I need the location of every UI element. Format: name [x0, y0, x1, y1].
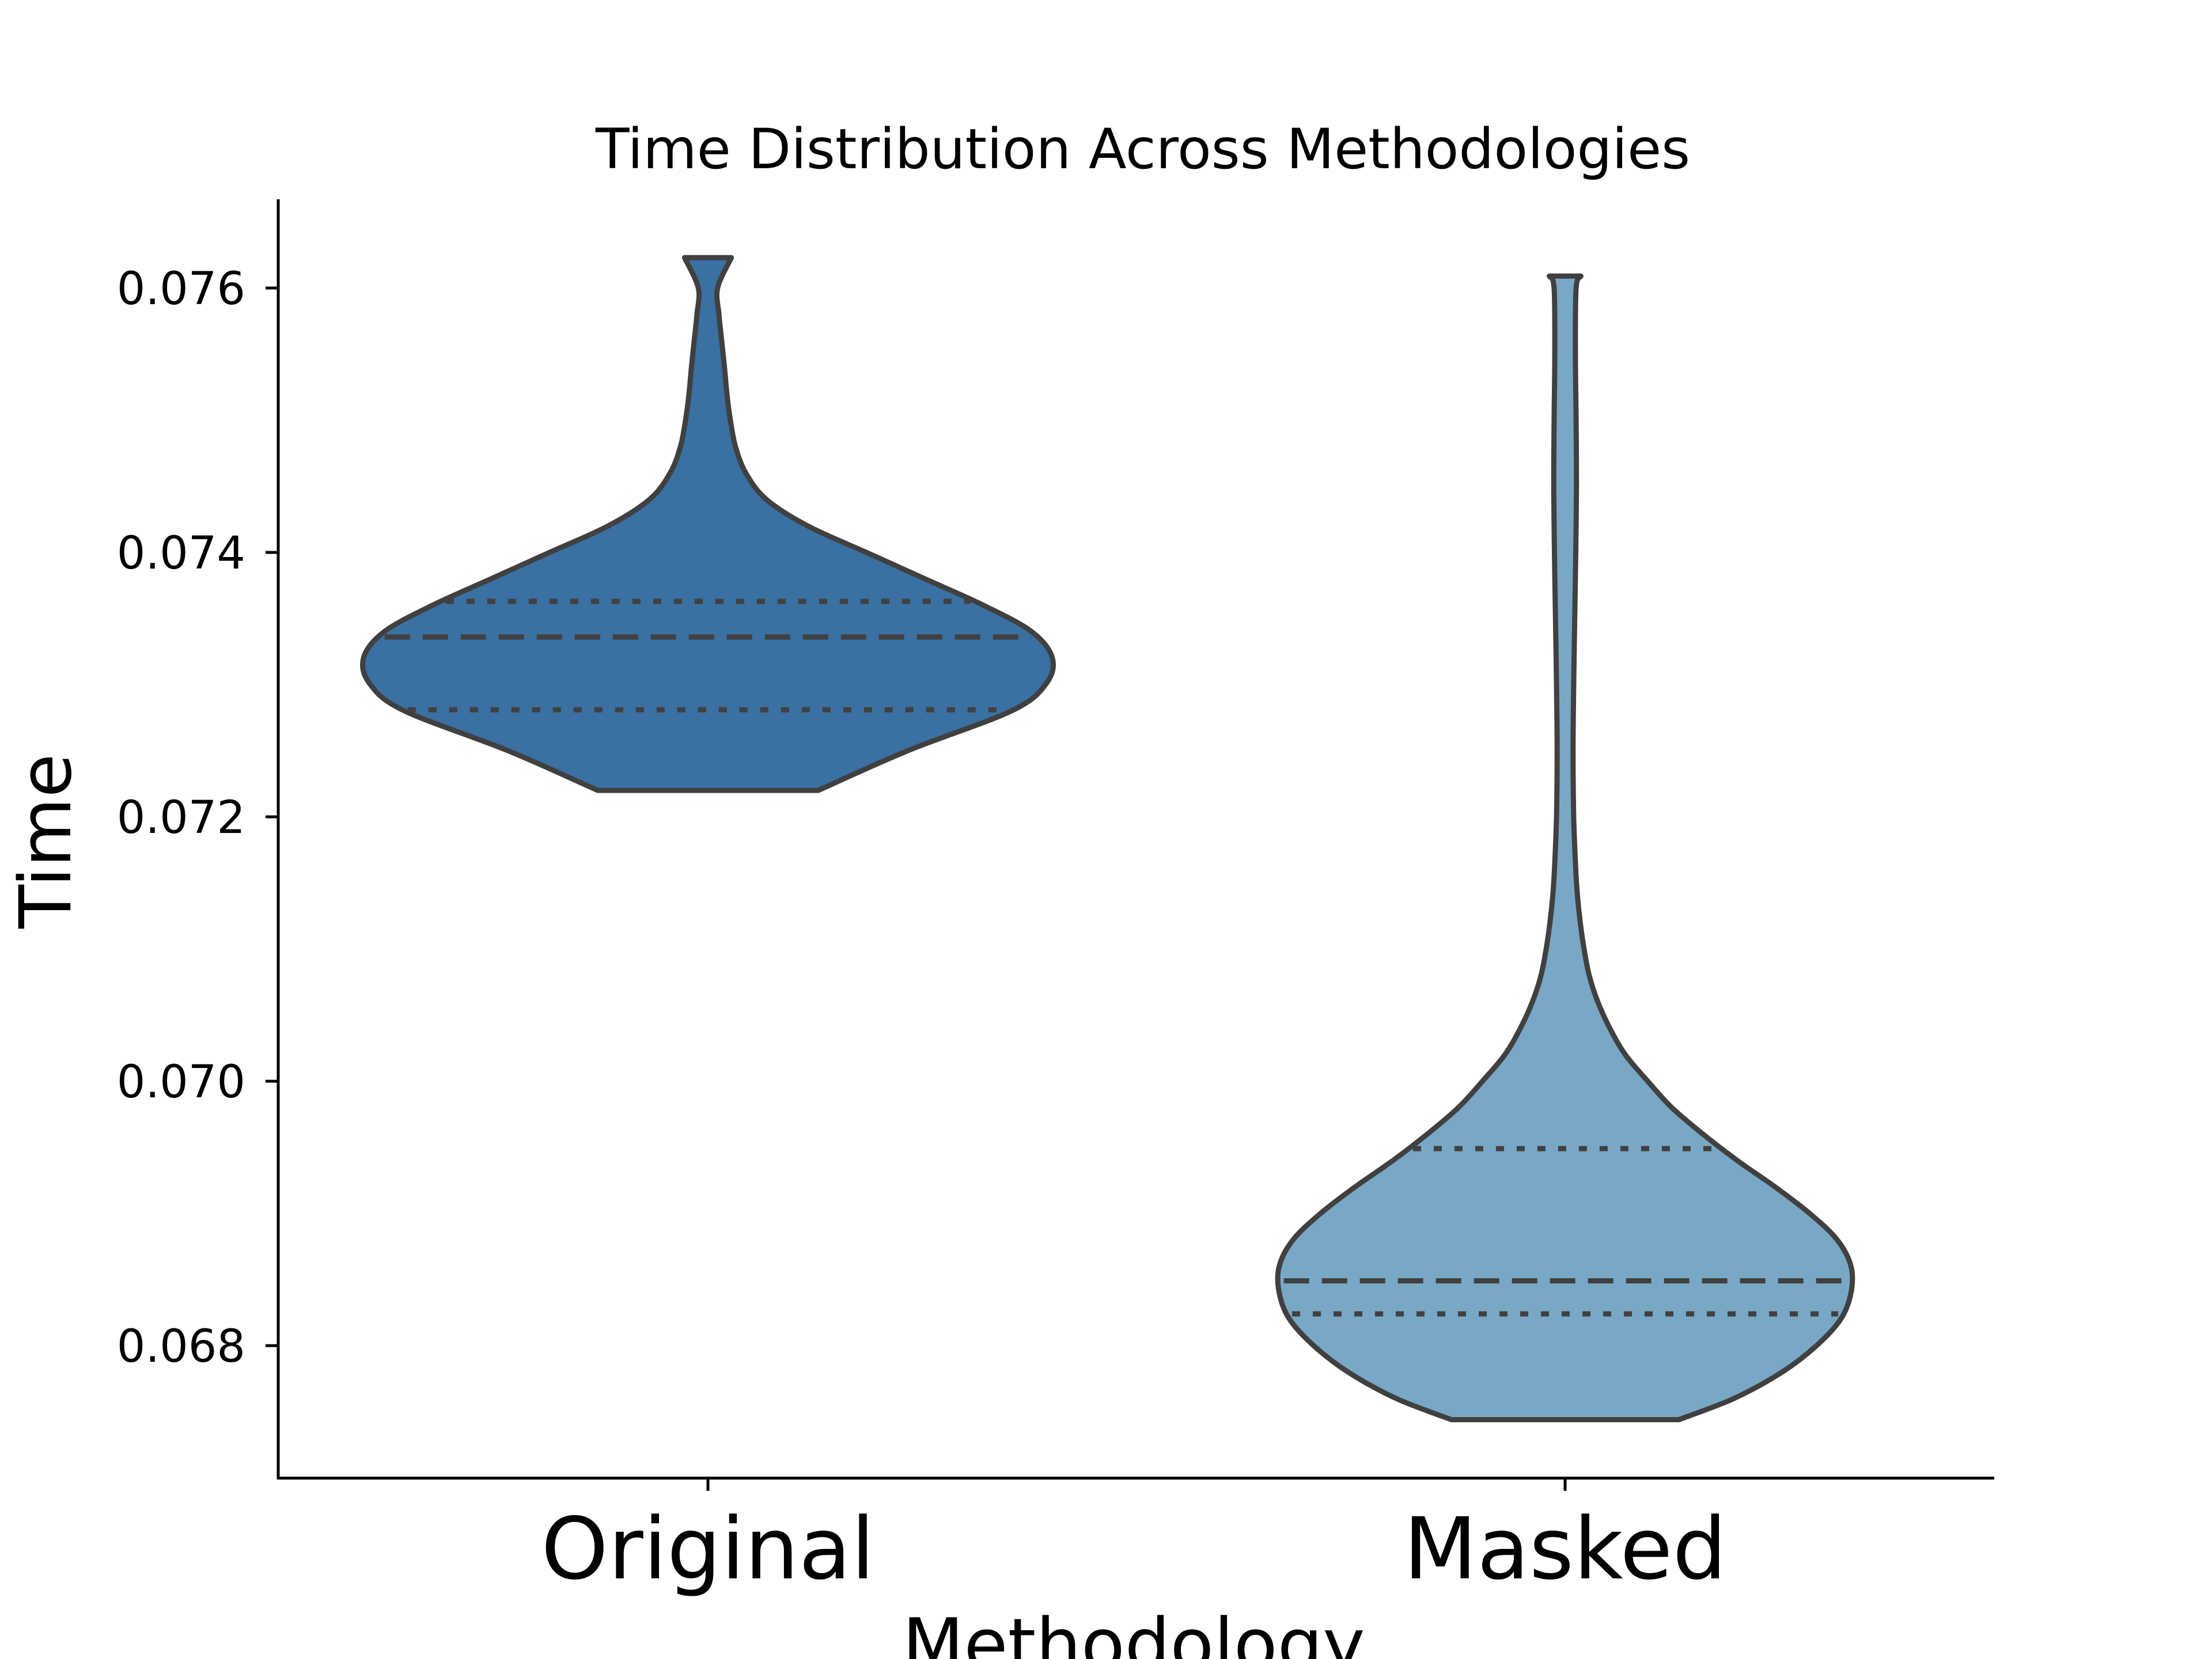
- chart-title: Time Distribution Across Methodologies: [595, 117, 1690, 181]
- x-axis-label: Methodology: [902, 1604, 1365, 1659]
- y-ticks: 0.068 0.070 0.072 0.074 0.076: [117, 263, 278, 1373]
- y-tick-label: 0.072: [117, 792, 245, 844]
- x-tick-label: Masked: [1404, 1499, 1727, 1599]
- y-tick-label: 0.076: [117, 263, 245, 315]
- violin-original: [360, 255, 1056, 793]
- x-ticks: Original Masked: [541, 1478, 1726, 1599]
- axes: [276, 199, 1994, 1480]
- violins: [360, 255, 1855, 1422]
- violin-body-original: [360, 255, 1056, 793]
- y-tick-label: 0.068: [117, 1321, 245, 1373]
- y-tick-label: 0.070: [117, 1056, 245, 1108]
- x-tick-label: Original: [541, 1499, 874, 1599]
- y-tick-label: 0.074: [117, 528, 245, 579]
- violin-body-masked: [1275, 273, 1855, 1422]
- y-axis-label: Time: [5, 753, 88, 929]
- violin-masked: [1275, 273, 1855, 1422]
